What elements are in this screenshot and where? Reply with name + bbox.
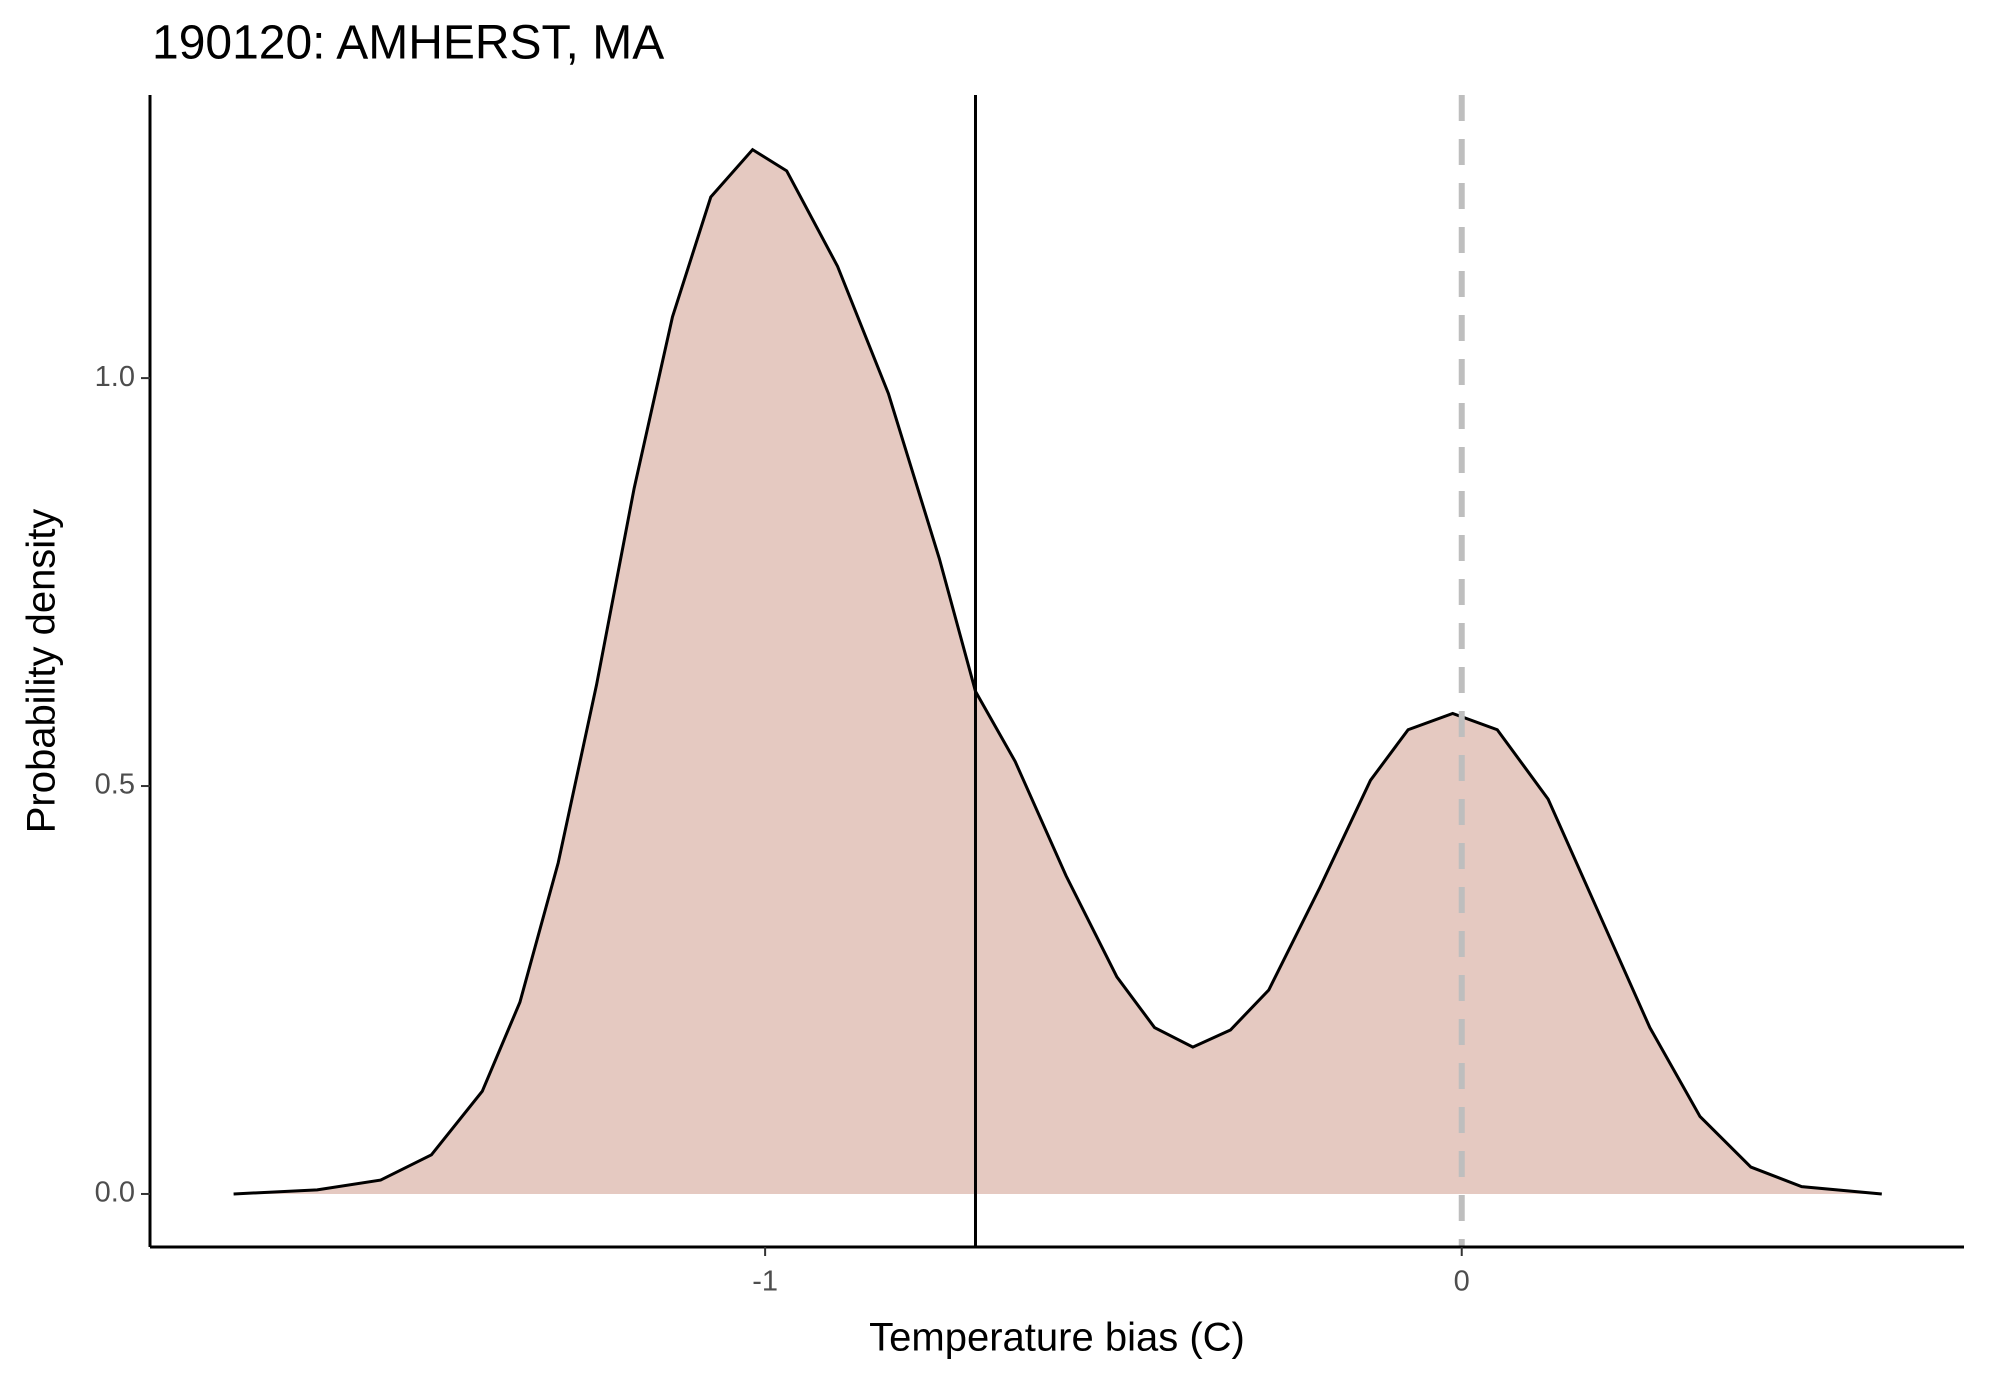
y-tick-label: 1.0 bbox=[95, 361, 135, 393]
y-tick-label: 0.0 bbox=[95, 1177, 135, 1209]
density-line bbox=[233, 147, 1882, 1196]
x-tick-label: 0 bbox=[1454, 1266, 1470, 1298]
y-tick-label: 0.5 bbox=[95, 769, 135, 801]
y-axis-title: Probability density bbox=[20, 509, 64, 834]
x-axis-title: Temperature bias (C) bbox=[869, 1316, 1245, 1360]
x-tick-label: -1 bbox=[752, 1266, 778, 1298]
chart-title: 190120: AMHERST, MA bbox=[152, 17, 664, 70]
density-area bbox=[233, 149, 1882, 1194]
